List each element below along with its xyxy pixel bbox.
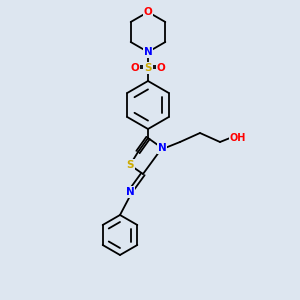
Text: N: N [144, 47, 152, 57]
Text: O: O [144, 7, 152, 17]
Text: OH: OH [230, 133, 246, 143]
Text: N: N [158, 143, 166, 153]
Text: S: S [126, 160, 134, 170]
Text: S: S [144, 63, 152, 73]
Text: O: O [157, 63, 165, 73]
Text: N: N [126, 187, 134, 197]
Text: O: O [130, 63, 140, 73]
